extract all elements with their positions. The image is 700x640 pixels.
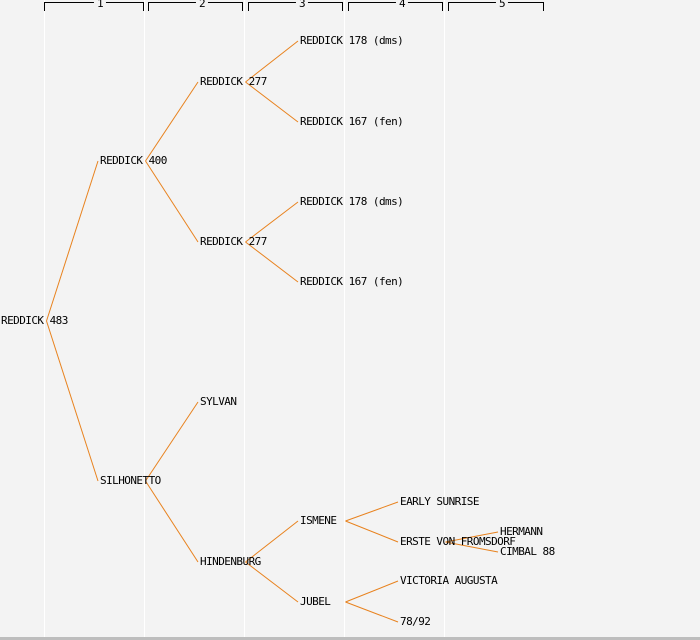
pedigree-edge bbox=[245, 561, 299, 603]
pedigree-node-earlysunrise[interactable]: EARLY SUNRISE bbox=[400, 495, 480, 508]
window-bottom-border bbox=[0, 637, 700, 640]
pedigree-node-sylvan[interactable]: SYLVAN bbox=[200, 395, 237, 408]
pedigree-node-jubel[interactable]: JUBEL bbox=[300, 595, 331, 608]
pedigree-node-reddick167a[interactable]: REDDICK 167 (fen) bbox=[300, 115, 404, 128]
pedigree-edge bbox=[245, 81, 299, 123]
generation-number: 1 bbox=[93, 0, 107, 10]
pedigree-edge bbox=[445, 531, 499, 543]
pedigree-edge bbox=[145, 160, 199, 243]
pedigree-edge bbox=[345, 520, 399, 543]
generation-number: 3 bbox=[295, 0, 309, 10]
pedigree-node-cimbal88[interactable]: CIMBAL 88 bbox=[500, 545, 555, 558]
pedigree-edge bbox=[245, 40, 299, 83]
generation-bracket bbox=[148, 2, 243, 11]
pedigree-edge bbox=[345, 501, 399, 522]
pedigree-node-ismene[interactable]: ISMENE bbox=[300, 514, 337, 527]
generation-bracket bbox=[348, 2, 443, 11]
generation-number: 5 bbox=[495, 0, 509, 10]
pedigree-node-reddick483[interactable]: REDDICK 483 bbox=[1, 314, 68, 327]
pedigree-node-reddick277a[interactable]: REDDICK 277 bbox=[200, 75, 267, 88]
pedigree-edge bbox=[445, 541, 499, 553]
generation-number: 2 bbox=[195, 0, 209, 10]
pedigree-node-reddick400[interactable]: REDDICK 400 bbox=[100, 154, 167, 167]
pedigree-edge bbox=[46, 160, 99, 322]
pedigree-node-erstevon[interactable]: ERSTE VON FROMSDORF bbox=[400, 535, 516, 548]
pedigree-node-silhonetto[interactable]: SILHONETTO bbox=[100, 474, 161, 487]
pedigree-edge bbox=[46, 320, 99, 482]
pedigree-edge bbox=[145, 81, 199, 162]
pedigree-edge bbox=[245, 241, 299, 283]
pedigree-edge bbox=[345, 580, 399, 603]
pedigree-node-reddick178a[interactable]: REDDICK 178 (dms) bbox=[300, 34, 404, 47]
pedigree-edge bbox=[345, 601, 399, 623]
generation-bracket bbox=[248, 2, 343, 11]
pedigree-node-hermann[interactable]: HERMANN bbox=[500, 525, 543, 538]
pedigree-node-n7892[interactable]: 78/92 bbox=[400, 615, 431, 628]
pedigree-node-reddick178b[interactable]: REDDICK 178 (dms) bbox=[300, 195, 404, 208]
pedigree-edge bbox=[245, 520, 299, 563]
pedigree-node-victoria[interactable]: VICTORIA AUGUSTA bbox=[400, 574, 498, 587]
generation-number: 4 bbox=[395, 0, 409, 10]
pedigree-edge bbox=[145, 401, 199, 482]
pedigree-node-hindenburg[interactable]: HINDENBURG bbox=[200, 555, 261, 568]
pedigree-edge bbox=[145, 480, 199, 563]
pedigree-node-reddick277b[interactable]: REDDICK 277 bbox=[200, 235, 267, 248]
pedigree-edge bbox=[245, 201, 299, 243]
pedigree-node-reddick167b[interactable]: REDDICK 167 (fen) bbox=[300, 275, 404, 288]
